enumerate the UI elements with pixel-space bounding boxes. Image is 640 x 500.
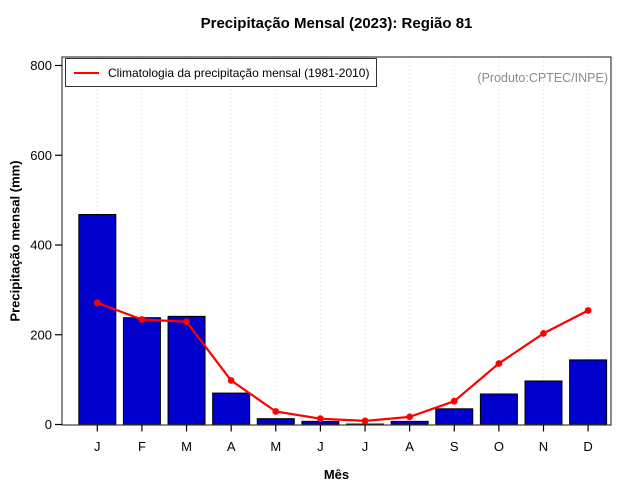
x-tick-label: J — [94, 439, 101, 454]
x-tick-label: S — [450, 439, 459, 454]
x-tick-label: M — [270, 439, 281, 454]
x-axis-label: Mês — [323, 467, 350, 482]
precip-bar — [167, 315, 206, 426]
legend-label: Climatologia da precipitação mensal (198… — [108, 65, 370, 80]
precip-bar — [569, 359, 608, 426]
climatology-point — [93, 299, 101, 307]
climatology-point — [272, 408, 280, 415]
y-tick-label: 200 — [30, 327, 52, 342]
precip-bar — [122, 317, 161, 426]
x-tick-label: M — [181, 439, 192, 454]
precip-bar — [390, 420, 429, 426]
climatology-point — [183, 318, 190, 326]
y-tick-label: 800 — [30, 58, 52, 73]
x-tick-label: N — [539, 439, 548, 454]
x-tick-label: J — [362, 439, 369, 454]
climatology-point — [584, 307, 592, 314]
climatology-point — [361, 417, 369, 425]
climatology-point — [450, 397, 458, 405]
precip-bar — [78, 213, 117, 425]
y-tick-label: 0 — [45, 417, 52, 432]
precip-bar — [435, 408, 474, 426]
precip-bar — [256, 418, 295, 426]
precip-bar — [524, 380, 563, 426]
climatology-line — [96, 301, 589, 423]
legend: Climatologia da precipitação mensal (198… — [65, 58, 377, 87]
climatology-point — [406, 413, 414, 421]
precip-bar — [479, 393, 518, 425]
climatology-point — [138, 316, 146, 323]
legend-line-sample-icon — [74, 71, 99, 74]
x-tick-label: D — [583, 439, 592, 454]
climatology-point — [227, 377, 235, 384]
plot-frame — [61, 56, 612, 426]
x-tick-label: J — [317, 439, 324, 454]
precip-bar — [212, 392, 251, 425]
climatology-point — [540, 330, 547, 337]
y-tick-label: 600 — [30, 148, 52, 163]
x-tick-label: A — [227, 439, 236, 454]
x-tick-label: O — [494, 439, 504, 454]
climatology-point — [317, 415, 324, 423]
y-tick-label: 400 — [30, 238, 52, 253]
chart-title: Precipitação Mensal (2023): Região 81 — [200, 15, 473, 32]
climatology-point — [495, 360, 503, 367]
x-tick-label: F — [138, 439, 146, 454]
x-tick-label: A — [405, 439, 414, 454]
watermark-text: (Produto:CPTEC/INPE) — [477, 71, 608, 85]
